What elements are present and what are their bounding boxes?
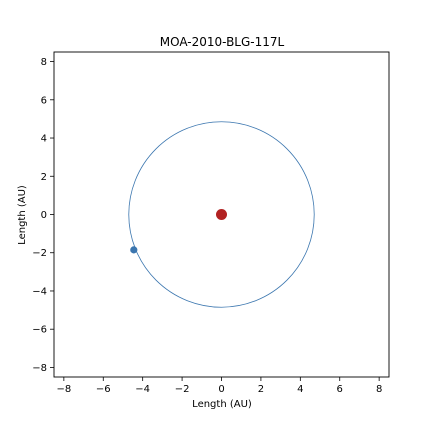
orbit-ring	[128, 121, 315, 308]
chart-title: MOA-2010-BLG-117L	[160, 35, 285, 49]
x-tick-label: −2	[175, 384, 190, 395]
plot-area	[128, 121, 315, 308]
planet-marker	[130, 246, 138, 254]
y-tick-label: 6	[41, 95, 47, 106]
x-tick-label: −4	[135, 384, 150, 395]
star-marker	[216, 209, 227, 220]
x-tick-label: 0	[218, 384, 224, 395]
x-tick-label: 4	[297, 384, 303, 395]
x-tick-label: −6	[96, 384, 111, 395]
x-tick-label: −8	[56, 384, 71, 395]
y-tick-label: −8	[32, 363, 47, 374]
y-tick-label: 0	[41, 210, 47, 221]
y-tick-label: −2	[32, 248, 47, 259]
x-tick-label: 6	[337, 384, 343, 395]
y-tick-label: 8	[41, 57, 47, 68]
x-axis-ticks: −8 −6 −4 −2 0 2 4 6 8	[56, 377, 382, 395]
y-tick-label: −4	[32, 286, 47, 297]
y-tick-label: 2	[41, 172, 47, 183]
x-axis-label: Length (AU)	[192, 399, 252, 410]
y-tick-label: 4	[41, 134, 47, 145]
y-axis-label: Length (AU)	[17, 185, 28, 245]
x-tick-label: 2	[258, 384, 264, 395]
y-tick-label: −6	[32, 325, 47, 336]
x-tick-label: 8	[376, 384, 382, 395]
y-axis-ticks: −8 −6 −4 −2 0 2 4 6 8	[32, 57, 54, 374]
